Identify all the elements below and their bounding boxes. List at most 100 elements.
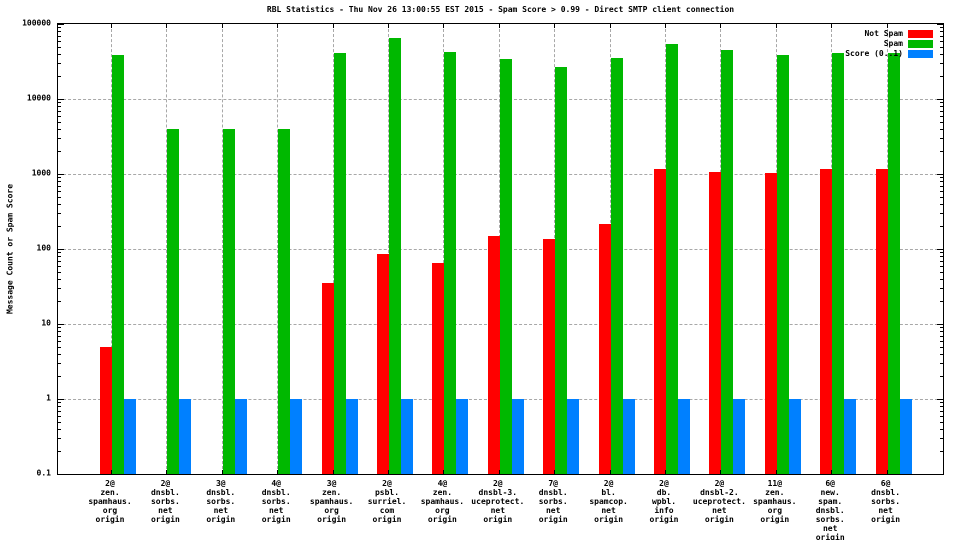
y-minor-tick <box>58 346 61 348</box>
bar-spam <box>333 53 346 474</box>
y-minor-tick <box>940 421 943 423</box>
x-tick <box>775 470 777 474</box>
y-minor-tick <box>58 203 61 205</box>
x-tick <box>665 24 666 28</box>
y-tick <box>937 324 943 325</box>
legend-row-spam: Spam <box>845 39 933 48</box>
bar-spam <box>610 58 623 474</box>
x-category-label: 7@ dnsbl. sorbs. net origin <box>538 479 568 524</box>
y-minor-tick <box>940 185 943 187</box>
x-tick <box>720 470 722 474</box>
y-minor-tick <box>940 76 943 78</box>
y-minor-tick <box>58 185 61 187</box>
y-minor-tick <box>940 31 943 33</box>
x-tick <box>831 470 833 474</box>
y-minor-tick <box>58 128 61 130</box>
x-tick <box>554 470 556 474</box>
x-axis-labels: 2@ zen. spamhaus. org origin 2@ dnsbl. so… <box>57 479 944 540</box>
y-minor-tick <box>58 363 61 365</box>
y-tick <box>58 249 64 250</box>
bar-not-spam <box>487 235 500 474</box>
y-minor-tick <box>940 121 943 123</box>
y-minor-tick <box>940 203 943 205</box>
x-tick <box>166 470 168 474</box>
x-category-label: 2@ dnsbl. sorbs. net origin <box>150 479 180 524</box>
y-tick <box>58 474 64 475</box>
y-minor-tick <box>58 406 61 408</box>
y-minor-tick <box>58 327 61 329</box>
bar-score-0-1 <box>622 399 635 474</box>
y-minor-tick <box>58 63 61 65</box>
y-minor-tick <box>58 428 61 430</box>
x-category-label: 2@ bl. spamcop. net origin <box>589 479 628 524</box>
x-tick <box>498 470 500 474</box>
y-minor-tick <box>940 177 943 179</box>
bar-score-0-1 <box>733 399 746 474</box>
y-minor-tick <box>58 340 61 342</box>
y-minor-tick <box>940 63 943 65</box>
y-minor-tick <box>58 53 61 55</box>
y-minor-tick <box>58 410 61 412</box>
y-minor-tick <box>58 376 61 378</box>
bar-score-0-1 <box>179 399 192 474</box>
x-tick <box>443 470 445 474</box>
y-tick <box>58 174 64 175</box>
y-minor-tick <box>58 438 61 440</box>
v-gridline <box>332 24 334 474</box>
x-category-label: 11@ zen. spamhaus. org origin <box>753 479 797 524</box>
x-tick <box>277 24 279 28</box>
y-tick <box>58 399 64 400</box>
x-tick <box>554 24 556 28</box>
bar-spam <box>389 37 401 474</box>
x-tick <box>166 24 168 28</box>
x-tick <box>332 470 334 474</box>
y-minor-tick <box>940 252 943 254</box>
x-tick <box>720 24 722 28</box>
y-tick <box>937 249 943 250</box>
x-tick <box>886 470 888 474</box>
y-minor-tick <box>940 406 943 408</box>
bar-not-spam <box>543 239 556 474</box>
y-minor-tick <box>940 110 943 112</box>
bar-spam <box>278 128 291 474</box>
y-minor-tick <box>940 353 943 355</box>
y-minor-tick <box>940 260 943 262</box>
bar-not-spam <box>875 169 888 474</box>
y-minor-tick <box>940 271 943 273</box>
bar-spam <box>555 66 568 474</box>
bar-not-spam <box>820 169 833 474</box>
y-minor-tick <box>58 102 61 104</box>
y-tick <box>58 324 64 325</box>
y-axis-labels: 100000 10000 1000 100 10 1 0.1 <box>0 19 51 478</box>
y-minor-tick <box>940 301 943 303</box>
y-minor-tick <box>940 226 943 228</box>
y-tick <box>937 24 943 25</box>
y-minor-tick <box>58 190 61 192</box>
bar-score-0-1 <box>401 399 413 474</box>
y-tick-label: 0.1 <box>36 468 51 478</box>
v-gridline <box>388 24 389 474</box>
bar-score-0-1 <box>511 399 524 474</box>
x-tick <box>388 24 389 28</box>
y-minor-tick <box>58 226 61 228</box>
legend-label-score: Score (0..1) <box>845 49 903 58</box>
bar-not-spam <box>709 171 722 474</box>
y-minor-tick <box>58 415 61 417</box>
bar-not-spam <box>654 169 666 474</box>
legend-swatch-spam <box>908 39 933 48</box>
x-tick <box>886 24 888 28</box>
y-minor-tick <box>58 335 61 337</box>
chart-title: RBL Statistics - Thu Nov 26 13:00:55 EST… <box>266 5 735 14</box>
y-tick-label: 100 <box>36 243 51 253</box>
y-minor-tick <box>58 106 61 108</box>
y-minor-tick <box>940 256 943 258</box>
x-category-label: 2@ psbl. surriel. com origin <box>367 479 407 524</box>
bar-spam <box>112 54 124 474</box>
x-tick <box>609 470 611 474</box>
y-tick-label: 1 <box>46 393 51 403</box>
legend-swatch-score <box>908 49 933 58</box>
bar-spam <box>721 50 734 474</box>
y-tick <box>58 24 64 25</box>
y-minor-tick <box>58 196 61 198</box>
